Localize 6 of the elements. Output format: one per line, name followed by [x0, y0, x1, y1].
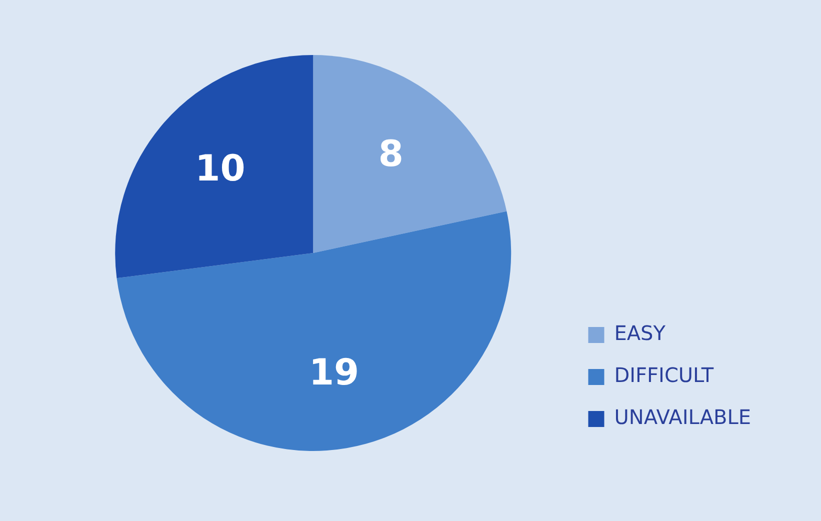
- legend-label: EASY: [614, 321, 666, 346]
- data-label: 10: [195, 148, 246, 190]
- legend-label: DIFFICULT: [614, 363, 714, 388]
- legend-label: UNAVAILABLE: [614, 405, 752, 430]
- data-label: 19: [308, 352, 360, 394]
- data-label: 8: [378, 134, 404, 176]
